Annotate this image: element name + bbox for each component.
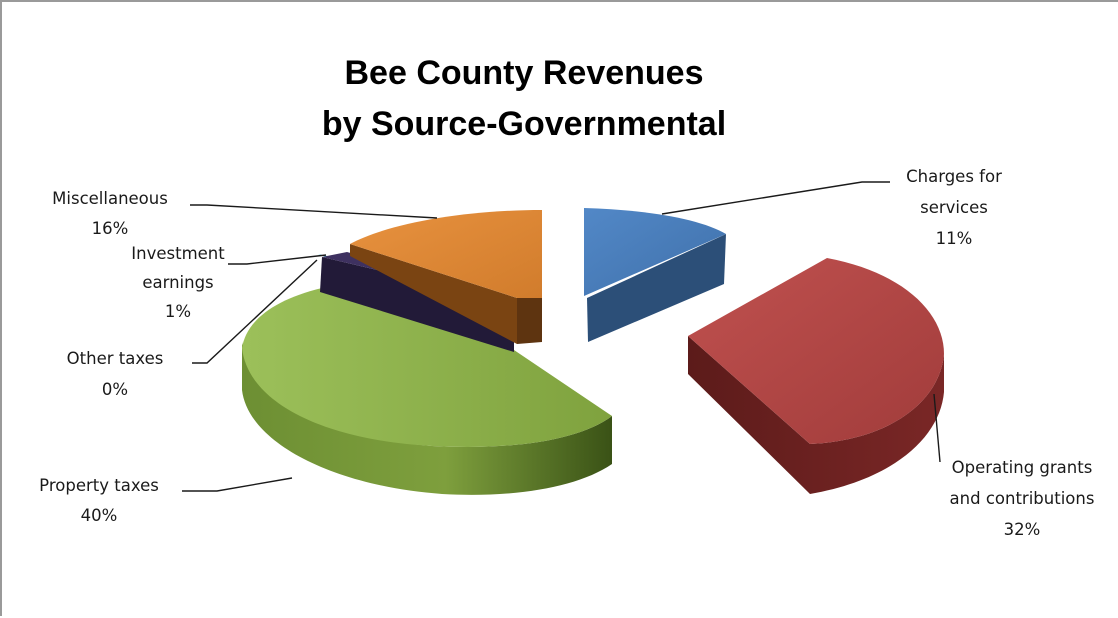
data-label-investment-earnings: earnings [142,273,213,292]
leader-line-operating [933,393,941,463]
data-label-operating-grants-and-contributions: Operating grants [952,458,1093,477]
chart-title: Bee County Revenues [345,54,704,92]
data-label-operating-grants-and-contributions-percent: 32% [1004,520,1041,539]
leader-line-charges [661,181,890,215]
data-label-operating-grants-and-contributions: and contributions [950,489,1095,508]
data-label-property-taxes: Property taxes [39,476,159,495]
data-label-property-taxes-percent: 40% [81,506,118,525]
leader-line-other-taxes [192,259,318,364]
data-label-miscellaneous-percent: 16% [92,219,129,238]
slice-operating-grants [688,258,944,494]
leader-line-miscellaneous [190,204,438,219]
slice-miscellaneous [350,210,542,344]
data-label-other-taxes-percent: 0% [102,380,128,399]
leader-line-investment [228,254,327,265]
data-label-other-taxes: Other taxes [67,349,164,368]
slice-labels: Charges for services 11% Operating grants an… [39,167,1094,539]
data-label-charges-for-services: services [920,198,988,217]
data-label-charges-for-services-percent: 11% [936,229,973,248]
leader-line-property [182,477,293,492]
chart-subtitle: by Source-Governmental [322,105,726,143]
slice-property-taxes [242,288,612,495]
data-label-investment-earnings-percent: 1% [165,302,191,321]
data-label-miscellaneous: Miscellaneous [52,189,168,208]
data-label-charges-for-services: Charges for [906,167,1002,186]
slice-charges-for-services [584,208,726,342]
data-label-investment-earnings: Investment [131,244,225,263]
